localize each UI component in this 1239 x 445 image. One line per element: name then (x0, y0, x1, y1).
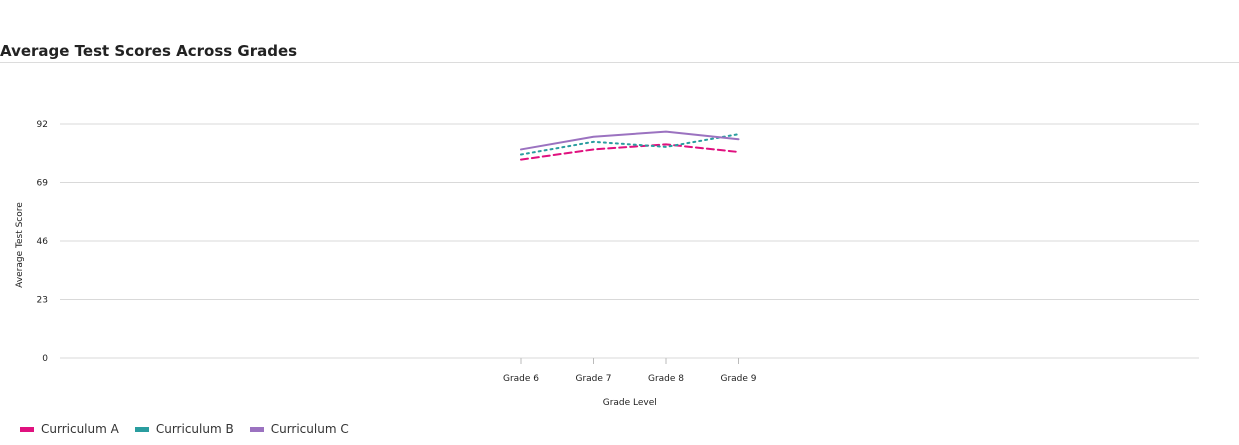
legend-swatch-a (20, 426, 34, 432)
y-tick-label: 69 (37, 179, 49, 189)
x-axis-label: Grade Level (603, 398, 657, 408)
legend-item-curriculum-a[interactable]: Curriculum A (20, 422, 119, 436)
y-tick-label: 0 (42, 354, 48, 364)
y-tick-label: 23 (37, 296, 48, 306)
x-tick-label: Grade 6 (503, 374, 539, 384)
y-axis-ticks: 0 23 46 69 92 (37, 120, 49, 364)
legend-item-curriculum-c[interactable]: Curriculum C (249, 422, 349, 436)
legend: Curriculum A Curriculum B Curriculum C (20, 422, 365, 436)
chart-title: Average Test Scores Across Grades (0, 42, 298, 60)
x-axis-ticks: Grade 6 Grade 7 Grade 8 Grade 9 (503, 358, 757, 384)
x-tick-label: Grade 9 (720, 374, 756, 384)
grid-lines (60, 123, 1199, 359)
y-axis-label: Average Test Score (15, 202, 25, 288)
legend-label-c: Curriculum C (270, 422, 349, 436)
line-chart: 0 23 46 69 92 Grade 6 Grade 7 Grade 8 Grade 9 G… (15, 120, 1199, 408)
legend-item-curriculum-b[interactable]: Curriculum B (134, 422, 234, 436)
legend-swatch-b (134, 426, 149, 432)
y-tick-label: 46 (37, 237, 49, 247)
legend-label-b: Curriculum B (155, 422, 234, 436)
x-tick-label: Grade 7 (575, 374, 611, 384)
legend-swatch-c (249, 426, 264, 432)
series-line-curriculum-a[interactable] (520, 143, 740, 161)
legend-label-a: Curriculum A (41, 422, 119, 436)
series-lines (520, 130, 740, 161)
series-line-curriculum-b[interactable] (520, 133, 740, 156)
series-line-curriculum-c[interactable] (520, 130, 740, 151)
title-divider (0, 62, 1239, 63)
x-tick-label: Grade 8 (648, 374, 684, 384)
y-tick-label: 92 (37, 120, 48, 130)
